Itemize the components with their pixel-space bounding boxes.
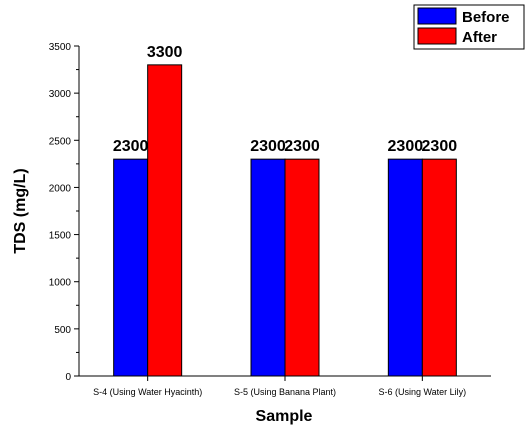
legend-swatch-before: [417, 7, 457, 25]
x-tick-label: S-4 (Using Water Hyacinth): [93, 387, 202, 397]
data-label: 3300: [147, 44, 183, 61]
data-label: 2300: [284, 138, 320, 155]
y-tick-label: 1500: [49, 231, 72, 242]
y-tick-label: 2500: [49, 136, 72, 147]
y-tick-label: 2000: [49, 183, 72, 194]
x-tick-label: S-5 (Using Banana Plant): [234, 387, 336, 397]
x-tick-label: S-6 (Using Water Lily): [378, 387, 466, 397]
x-axis-title: Sample: [256, 408, 313, 425]
y-tick-label: 500: [54, 325, 71, 336]
bar-before-1: [113, 158, 149, 377]
bar-after-1: [147, 64, 183, 377]
bar-after-3: [421, 158, 457, 377]
y-axis-title: TDS (mg/L): [12, 168, 29, 253]
legend-label-before: Before: [462, 9, 510, 26]
y-tick-label: 1000: [49, 278, 72, 289]
y-tick-label: 3000: [49, 89, 72, 100]
bar-after-2: [284, 158, 320, 377]
data-label: 2300: [113, 138, 149, 155]
bar-before-3: [387, 158, 423, 377]
legend-swatch-after: [417, 27, 457, 45]
y-tick-label: 3500: [49, 42, 72, 53]
data-label: 2300: [422, 138, 458, 155]
y-tick-label: 0: [65, 372, 71, 383]
data-label: 2300: [250, 138, 286, 155]
data-label: 2300: [388, 138, 424, 155]
bars-layer: [113, 64, 457, 377]
axes-layer: 0 500 1000 1500 2000 2500 3000 3500 S-4 (Using W…: [49, 42, 491, 397]
legend: Before After: [413, 4, 525, 50]
legend-label-after: After: [462, 29, 497, 46]
bar-before-2: [250, 158, 286, 377]
